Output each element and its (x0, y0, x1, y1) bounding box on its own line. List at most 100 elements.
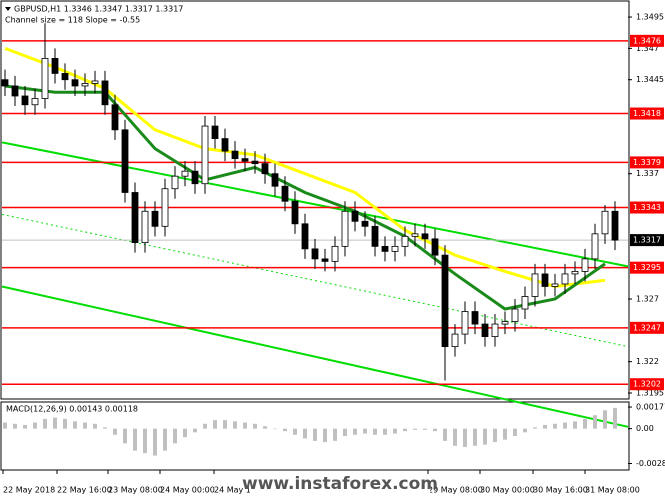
x-tick-label: 24 May 00:00 (160, 486, 215, 495)
level-label: 1.3247 (633, 323, 661, 332)
candle-body (401, 235, 409, 247)
macd-bar (403, 428, 407, 432)
macd-frame (0, 401, 630, 471)
candle-body (51, 57, 59, 74)
x-tick-label: 31 May 08:00 (585, 486, 640, 495)
candle-body (81, 83, 89, 87)
level-box (630, 107, 664, 120)
level-box (630, 156, 664, 169)
candle-body (601, 210, 609, 235)
macd-bar (203, 423, 207, 429)
candle-body (161, 188, 169, 227)
x-tick-label: 30 May 00:00 (480, 486, 535, 495)
candle-body (221, 138, 229, 152)
candle-body (61, 73, 69, 81)
macd-bar (563, 422, 567, 429)
x-tick-label: 29 May 08:00 (428, 486, 483, 495)
candle-body (291, 200, 299, 225)
y-tick-label: 1.327 (636, 295, 659, 304)
candle-body (611, 210, 619, 241)
candle-body (511, 308, 519, 322)
candle-body (451, 333, 459, 348)
candle-body (241, 158, 249, 162)
macd-bar (433, 428, 437, 432)
candle-body (431, 238, 439, 256)
candle-body (341, 210, 349, 247)
candle-body (561, 273, 569, 285)
candle-body (491, 323, 499, 337)
candle-body (151, 210, 159, 227)
price-box (630, 234, 664, 247)
macd-bar (573, 421, 577, 429)
candle-body (91, 80, 99, 84)
candle-body (441, 254, 449, 348)
level-label: 1.3202 (633, 380, 661, 389)
candle-body (311, 248, 319, 260)
candle-body (211, 125, 219, 139)
x-tick-label: 24 May 16:00 (214, 486, 269, 495)
candle-body (201, 125, 209, 185)
macd-bar (353, 428, 357, 435)
level-label: 1.3295 (633, 263, 661, 272)
candle-body (251, 160, 259, 165)
macd-bar (63, 418, 67, 429)
macd-bar (133, 428, 137, 451)
macd-bar (253, 423, 257, 429)
candle-body (581, 258, 589, 272)
macd-bar (583, 418, 587, 429)
macd-bar (163, 428, 167, 451)
macd-bar (603, 410, 607, 429)
x-tick-label: 22 May 16:00 (57, 486, 112, 495)
macd-bar (83, 422, 87, 429)
level-box (630, 321, 664, 334)
macd-bar (303, 428, 307, 439)
y-tick-label: 1.347 (636, 44, 659, 53)
candle-body (181, 170, 189, 177)
candle-body (111, 104, 119, 131)
level-label: 1.3379 (633, 158, 661, 167)
candle-body (281, 185, 289, 202)
macd-bar (23, 425, 27, 429)
macd-bar (103, 427, 107, 429)
macd-bar (143, 428, 147, 454)
macd-bar (283, 428, 287, 432)
candle-body (551, 283, 559, 287)
candle-body (321, 258, 329, 262)
macd-bar (553, 423, 557, 429)
channel-line (1, 285, 629, 428)
candle-body (331, 245, 339, 262)
candle-body (271, 173, 279, 187)
macd-bar (123, 428, 127, 444)
candle-body (361, 220, 369, 227)
macd-bar (153, 428, 157, 456)
macd-bar (373, 428, 377, 435)
macd-bar (53, 417, 57, 429)
chart-subtitle: Channel size = 118 Slope = -0.55 (5, 16, 140, 25)
channel-mid (1, 213, 629, 348)
watermark-bg (250, 474, 430, 494)
y-tick-label: 1.3195 (636, 388, 664, 397)
y-tick-label: 1.3445 (636, 75, 664, 84)
macd-bar (453, 428, 457, 446)
candle-body (231, 150, 239, 160)
candle-body (541, 273, 549, 287)
macd-bar (313, 428, 317, 441)
macd-bar (273, 428, 277, 430)
macd-bar (473, 428, 477, 446)
candle-body (21, 95, 29, 106)
candle-body (521, 296, 529, 310)
level-box (630, 34, 664, 47)
candle-body (481, 323, 489, 337)
macd-bar (413, 428, 417, 430)
candle-body (141, 210, 149, 244)
macd-bar (593, 415, 597, 429)
level-label: 1.3476 (633, 36, 661, 45)
macd-bar (113, 428, 117, 435)
macd-bar (423, 428, 427, 430)
candle-body (131, 192, 139, 244)
candle-body (41, 57, 49, 99)
macd-bar (263, 426, 267, 429)
macd-bar (173, 428, 177, 444)
level-box (630, 261, 664, 274)
